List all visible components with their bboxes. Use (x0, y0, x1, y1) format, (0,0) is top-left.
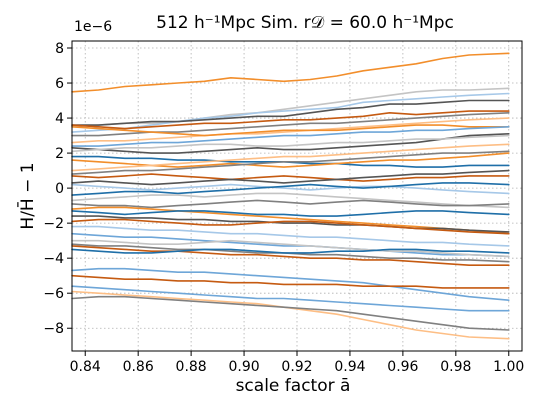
series-line-30 (71, 245, 510, 266)
series-line-1 (71, 52, 510, 93)
series-line-3 (71, 92, 510, 133)
x-tick-label: 0.86 (123, 359, 154, 375)
y-tick-label: −2 (43, 216, 64, 232)
series-line-25 (71, 218, 510, 235)
x-tick-label: 0.94 (334, 359, 365, 375)
series-line-8 (71, 124, 510, 137)
series-line-33 (71, 274, 510, 289)
x-tick-label: 0.88 (176, 359, 207, 375)
series-line-2 (71, 87, 510, 128)
x-tick-label: 0.90 (228, 359, 259, 375)
series-line-13 (71, 152, 510, 168)
series-line-26 (71, 225, 510, 247)
series-line-7 (71, 117, 510, 144)
series-line-31 (71, 248, 510, 254)
series-line-20 (71, 192, 510, 209)
y-tick-label: 8 (55, 41, 64, 57)
y-tick-label: −8 (43, 321, 64, 337)
series-line-17 (71, 169, 510, 186)
x-axis-label: scale factor ā (236, 376, 351, 396)
series-line-6 (71, 112, 510, 137)
y-axis-label: H/H̄ − 1 (16, 162, 38, 229)
chart-title: 512 h⁻¹Mpc Sim. r𝒟 = 60.0 h⁻¹Mpc (156, 13, 454, 33)
series-line-16 (71, 173, 510, 182)
y-tick-label: 4 (55, 111, 64, 127)
series-line-14 (71, 143, 510, 172)
series-line-9 (71, 126, 510, 147)
y-tick-label: 6 (55, 76, 64, 92)
x-tick-label: 1.00 (493, 359, 524, 375)
series-line-28 (71, 239, 510, 258)
series-line-21 (71, 199, 510, 209)
series-line-4 (71, 99, 510, 126)
y-offset-label: 1e−6 (74, 19, 112, 35)
series-line-11 (71, 134, 510, 153)
y-tick-label: −6 (43, 286, 64, 302)
series-line-10 (71, 133, 510, 154)
series-line-32 (71, 267, 510, 301)
series-line-15 (71, 150, 510, 175)
y-tick-label: −4 (43, 251, 64, 267)
y-tick-label: 2 (55, 146, 64, 162)
series-line-18 (71, 183, 510, 195)
series-lines (71, 52, 510, 340)
series-line-23 (71, 210, 510, 217)
series-line-35 (71, 295, 510, 331)
y-tick-label: 0 (55, 181, 64, 197)
x-tick-label: 0.98 (440, 359, 471, 375)
series-line-19 (71, 182, 510, 196)
series-line-36 (71, 285, 510, 312)
x-tick-label: 0.84 (70, 359, 101, 375)
x-tick-label: 0.92 (281, 359, 312, 375)
series-line-22 (71, 206, 510, 235)
series-line-5 (71, 110, 510, 130)
x-tick-label: 0.96 (387, 359, 418, 375)
axis-ticks: 0.84 0.86 0.88 0.90 0.92 0.94 0.96 0.98 1.00 −8 −6… (43, 41, 524, 375)
series-line-27 (71, 232, 510, 258)
